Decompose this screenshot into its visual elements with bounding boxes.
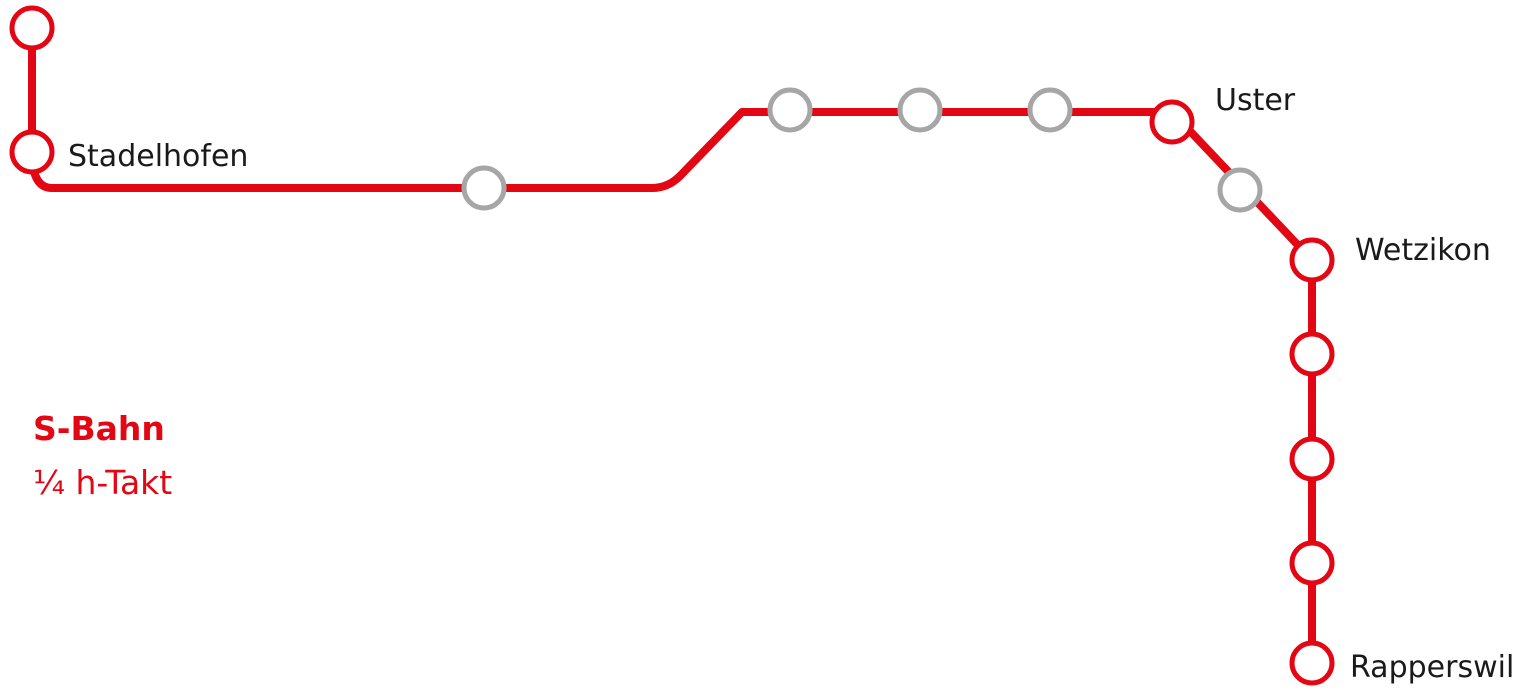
label-rapperswil: Rapperswil [1350, 650, 1514, 685]
stop-between-2[interactable] [1289, 436, 1335, 482]
stop-unserved-4[interactable] [1027, 87, 1073, 133]
stop-unserved-5[interactable] [1217, 167, 1263, 213]
stops-group [9, 5, 1335, 686]
stop-uster[interactable] [1149, 99, 1195, 145]
stop-between-1[interactable] [1289, 331, 1335, 377]
label-uster: Uster [1215, 83, 1296, 118]
stop-rapperswil[interactable] [1289, 640, 1335, 686]
legend-frequency: ¼ h-Takt [33, 463, 172, 502]
stop-wetzikon[interactable] [1289, 237, 1335, 283]
stop-top-terminus[interactable] [9, 5, 55, 51]
stop-between-3[interactable] [1289, 540, 1335, 586]
stop-stadelhofen[interactable] [9, 129, 55, 175]
label-wetzikon: Wetzikon [1355, 233, 1491, 268]
legend-line-name: S-Bahn [33, 409, 165, 448]
label-stadelhofen: Stadelhofen [68, 139, 248, 174]
stop-unserved-3[interactable] [897, 87, 943, 133]
route-line [28, 24, 1316, 667]
stop-unserved-1[interactable] [461, 165, 507, 211]
stop-unserved-2[interactable] [767, 87, 813, 133]
